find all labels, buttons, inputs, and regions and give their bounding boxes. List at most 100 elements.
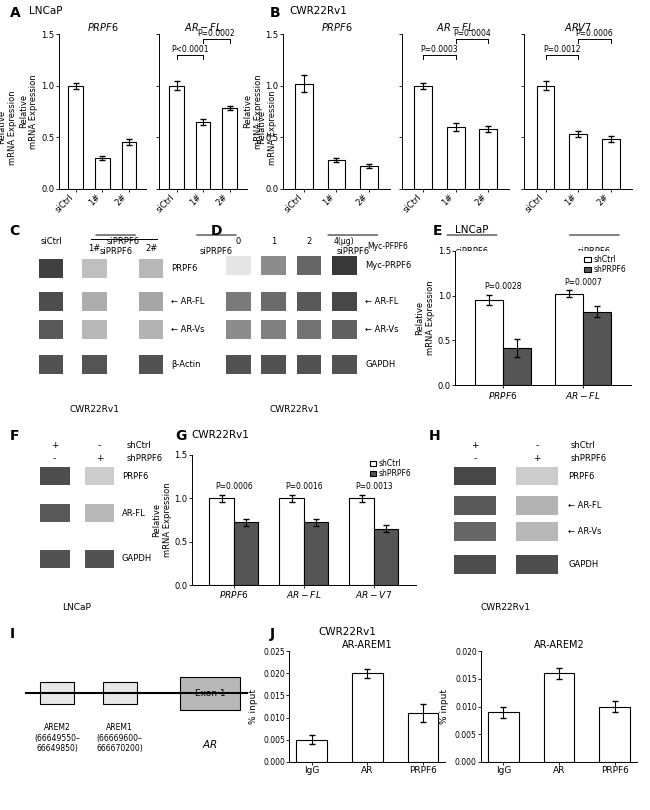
Text: β-Actin: β-Actin xyxy=(171,360,200,369)
Title: $\it{PRPF6}$: $\it{PRPF6}$ xyxy=(320,21,352,33)
Text: J: J xyxy=(270,627,275,641)
Text: +: + xyxy=(534,454,541,463)
Bar xyxy=(169,86,184,189)
Text: -: - xyxy=(53,454,57,463)
Text: GAPDH: GAPDH xyxy=(568,560,599,569)
Text: GAPDH: GAPDH xyxy=(122,555,152,564)
Text: H: H xyxy=(429,429,441,443)
Text: Myc-PFPF6: Myc-PFPF6 xyxy=(368,241,408,250)
Bar xyxy=(479,129,497,189)
Text: shPRPF6: shPRPF6 xyxy=(571,454,606,463)
Text: P=0.0002: P=0.0002 xyxy=(198,29,235,38)
Text: shPRPF6: shPRPF6 xyxy=(126,454,162,463)
Text: -: - xyxy=(98,441,101,450)
Bar xyxy=(39,259,64,279)
Bar xyxy=(447,127,465,189)
Text: ← AR-Vs: ← AR-Vs xyxy=(171,326,204,335)
Bar xyxy=(40,467,70,485)
Text: PRPF6: PRPF6 xyxy=(568,471,595,480)
Bar xyxy=(226,256,251,275)
Text: siPRPF6: siPRPF6 xyxy=(578,247,611,257)
Bar xyxy=(226,355,251,373)
Text: D: D xyxy=(211,224,223,238)
Text: 0: 0 xyxy=(236,237,241,245)
Text: C: C xyxy=(10,224,20,238)
Text: PRPF6: PRPF6 xyxy=(122,471,148,480)
Bar xyxy=(454,522,495,540)
Bar xyxy=(83,292,107,311)
Bar xyxy=(328,160,345,189)
Text: LNCaP: LNCaP xyxy=(29,6,63,16)
Bar xyxy=(84,504,114,522)
Bar xyxy=(454,497,495,515)
Text: P=0.0006: P=0.0006 xyxy=(575,29,613,38)
Text: A: A xyxy=(10,6,21,19)
Bar xyxy=(261,256,286,275)
Text: P=0.0013: P=0.0013 xyxy=(355,482,393,491)
Bar xyxy=(295,83,313,189)
Bar xyxy=(475,300,503,386)
Text: siPRPF6: siPRPF6 xyxy=(336,247,369,257)
Text: siPRPF6: siPRPF6 xyxy=(200,247,233,257)
Text: siPRPF6: siPRPF6 xyxy=(107,237,139,245)
Bar xyxy=(296,320,322,339)
Bar xyxy=(488,712,519,762)
Bar xyxy=(280,498,304,585)
Bar xyxy=(296,355,322,373)
Text: 1#: 1# xyxy=(88,244,101,254)
Bar xyxy=(569,134,587,189)
Text: ← AR-FL: ← AR-FL xyxy=(365,296,398,306)
Bar xyxy=(209,498,234,585)
Text: ← AR-Vs: ← AR-Vs xyxy=(568,526,602,536)
Bar xyxy=(602,139,619,189)
Bar xyxy=(261,292,286,311)
Bar xyxy=(39,320,64,339)
Text: CWR22Rv1: CWR22Rv1 xyxy=(70,404,120,414)
Bar xyxy=(226,320,251,339)
Y-axis label: Relative
mRNA Expression: Relative mRNA Expression xyxy=(19,74,38,149)
Bar xyxy=(261,355,286,373)
Legend: shCtrl, shPRPF6: shCtrl, shPRPF6 xyxy=(583,254,627,275)
Text: siPRPF6: siPRPF6 xyxy=(99,247,132,257)
Bar xyxy=(296,292,322,311)
Text: CWR22Rv1: CWR22Rv1 xyxy=(192,430,250,440)
Bar xyxy=(516,467,558,485)
Text: Relative
mRNA Expression: Relative mRNA Expression xyxy=(257,90,277,164)
Bar xyxy=(261,320,286,339)
Bar xyxy=(84,550,114,568)
Y-axis label: % input: % input xyxy=(441,689,449,724)
Bar xyxy=(139,320,163,339)
Text: I: I xyxy=(10,627,15,641)
Text: shCtrl: shCtrl xyxy=(571,441,595,450)
Bar xyxy=(40,550,70,568)
Bar xyxy=(304,522,328,585)
Bar xyxy=(332,292,357,311)
Text: E: E xyxy=(432,224,442,238)
Bar xyxy=(40,504,70,522)
Bar xyxy=(360,166,378,189)
Text: P=0.0007: P=0.0007 xyxy=(564,278,601,287)
Text: B: B xyxy=(270,6,280,19)
Text: F: F xyxy=(10,429,20,443)
Bar xyxy=(332,320,357,339)
Legend: shCtrl, shPRPF6: shCtrl, shPRPF6 xyxy=(369,458,412,479)
Text: +: + xyxy=(471,441,478,450)
Bar xyxy=(516,556,558,573)
Bar xyxy=(408,714,438,762)
Text: +: + xyxy=(51,441,58,450)
Bar xyxy=(296,256,322,275)
Text: Relative
mRNA Expression: Relative mRNA Expression xyxy=(0,90,17,164)
Bar xyxy=(332,355,357,373)
Text: 1: 1 xyxy=(271,237,276,245)
Bar xyxy=(139,259,163,279)
Text: 4(μg): 4(μg) xyxy=(334,237,355,245)
Text: Myc-PRPF6: Myc-PRPF6 xyxy=(365,261,411,270)
Bar xyxy=(39,292,64,311)
Bar xyxy=(222,109,237,189)
Text: P=0.0004: P=0.0004 xyxy=(453,29,491,38)
Text: CWR22Rv1: CWR22Rv1 xyxy=(318,627,376,637)
Text: ← AR-FL: ← AR-FL xyxy=(568,501,602,510)
Bar xyxy=(454,467,495,485)
Text: GAPDH: GAPDH xyxy=(365,360,395,369)
Text: LNCaP: LNCaP xyxy=(455,225,489,235)
